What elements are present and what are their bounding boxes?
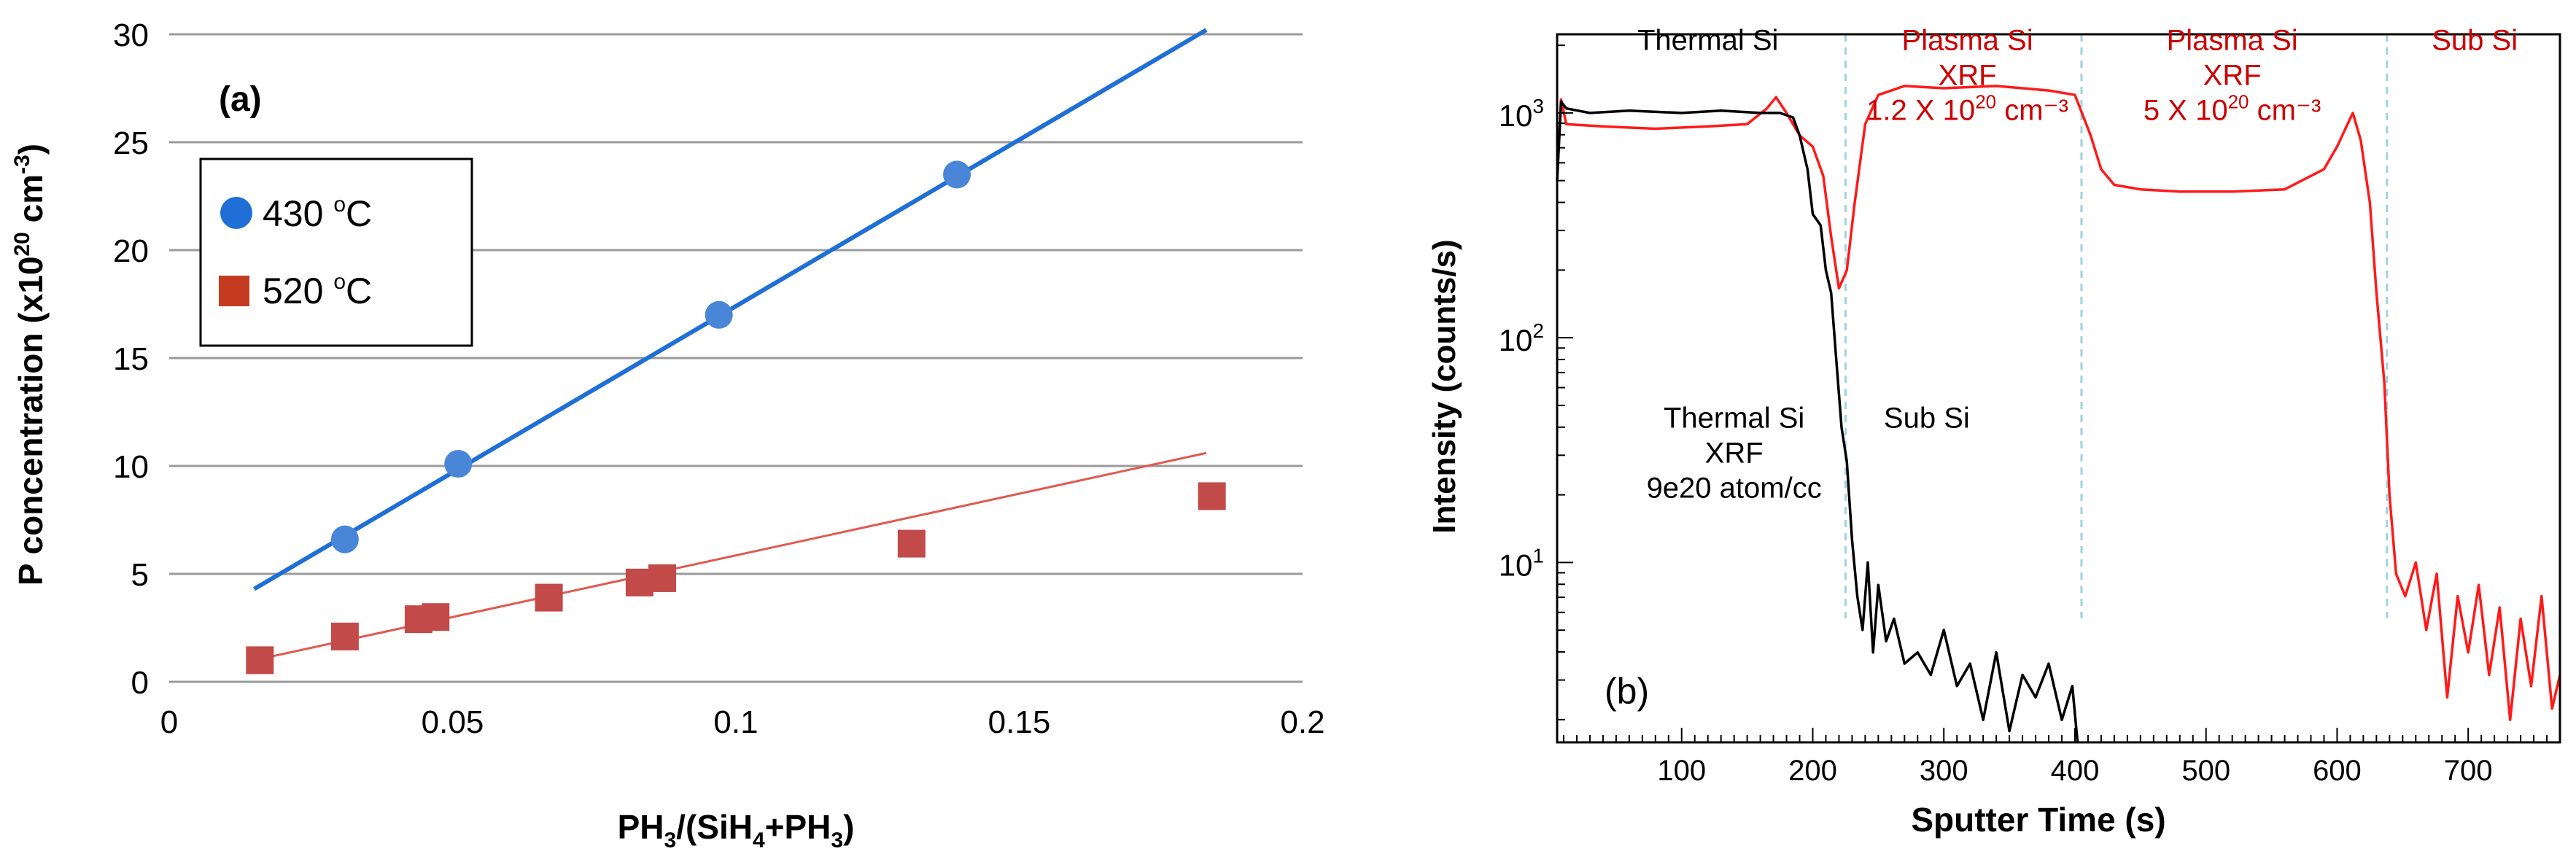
panel-a-chart: 0 5 10 15 20 25 30 0 0.05 0.1 0.15 0.2 (a) 430 oC … xyxy=(10,18,1325,852)
y-tick-label: 25 xyxy=(113,125,149,161)
data-point-520 xyxy=(648,564,676,592)
data-point-520 xyxy=(535,583,563,612)
fit-line-520 xyxy=(254,451,1207,661)
legend-label-430: 430 oC xyxy=(263,193,372,234)
y-tick-label: 102 xyxy=(1499,319,1544,357)
x-ticks-b: 100 200 300 400 500 600 700 xyxy=(1562,728,2561,787)
data-point-520 xyxy=(897,529,926,558)
plot-frame-b xyxy=(1556,33,2561,744)
panel-label-a: (a) xyxy=(219,80,262,119)
data-point-430 xyxy=(444,450,473,478)
x-tick-label: 0.2 xyxy=(1280,704,1324,740)
legend-box xyxy=(199,158,473,347)
legend: 430 oC 520 oC xyxy=(199,158,473,347)
legend-marker-520 xyxy=(219,276,249,306)
x-axis-label-b: Sputter Time (s) xyxy=(1911,801,2165,839)
grid-lines xyxy=(169,33,1303,683)
annotation: Plasma Si XRF 1.2 X 1020 cm⁻³ xyxy=(1866,25,2068,127)
y-tick-label: 101 xyxy=(1499,544,1544,582)
panel-b-chart: 100 200 300 400 500 600 700 101 102 103 Thermal … xyxy=(1427,25,2561,839)
data-point-520 xyxy=(422,603,450,631)
x-tick-labels: 0 0.05 0.1 0.15 0.2 xyxy=(160,704,1325,740)
x-tick-label: 600 xyxy=(2313,755,2362,787)
annotation: Sub Si xyxy=(2432,25,2518,57)
x-tick-label: 200 xyxy=(1788,755,1837,787)
x-axis-label-a: PH3/(SiH4+PH3) xyxy=(618,808,855,852)
data-points xyxy=(246,160,1226,675)
y-tick-labels: 0 5 10 15 20 25 30 xyxy=(113,18,149,701)
x-tick-label: 0.1 xyxy=(713,704,758,740)
legend-label-520: 520 oC xyxy=(263,270,372,311)
x-tick-label: 0.15 xyxy=(988,704,1051,740)
data-point-520 xyxy=(330,622,359,650)
y-tick-label: 103 xyxy=(1499,95,1544,133)
y-axis-label-a: P concentration (x1020 cm-3) xyxy=(10,144,50,586)
series-line-black xyxy=(1556,100,2079,743)
legend-marker-430 xyxy=(220,197,252,229)
y-tick-label: 30 xyxy=(113,18,149,53)
x-tick-label: 100 xyxy=(1657,755,1706,787)
y-tick-label: 5 xyxy=(131,557,149,593)
data-point-430 xyxy=(705,300,733,329)
y-tick-label: 20 xyxy=(113,233,149,269)
annotations: Thermal Si Plasma Si XRF 1.2 X 1020 cm⁻³ Pla… xyxy=(1637,25,2518,505)
annotation: Thermal Si xyxy=(1637,25,1778,57)
annotation: Thermal Si XRF 9e20 atom/cc xyxy=(1647,402,1822,504)
y-tick-label: 0 xyxy=(131,665,149,701)
annotation: Sub Si xyxy=(1884,402,1970,434)
data-point-430 xyxy=(943,160,971,189)
series-line-red xyxy=(1556,85,2561,721)
region-boundaries xyxy=(1844,34,2389,618)
series-lines xyxy=(1556,85,2561,743)
panel-label-b: (b) xyxy=(1605,671,1649,712)
data-point-430 xyxy=(330,525,359,553)
x-tick-label: 500 xyxy=(2181,755,2230,787)
x-tick-label: 0.05 xyxy=(422,704,484,740)
x-tick-label: 400 xyxy=(2051,755,2100,787)
y-tick-label: 10 xyxy=(113,449,149,485)
x-tick-label: 0 xyxy=(160,704,178,740)
y-ticks-b: 101 102 103 xyxy=(1499,44,1573,720)
y-tick-label: 15 xyxy=(113,341,149,377)
data-point-520 xyxy=(246,646,274,675)
annotation: Plasma Si XRF 5 X 1020 cm⁻³ xyxy=(2144,25,2321,127)
data-point-520 xyxy=(1198,482,1226,510)
y-axis-label-b: Intensity (counts/s) xyxy=(1427,239,1462,533)
x-tick-label: 300 xyxy=(1920,755,1968,787)
x-tick-label: 700 xyxy=(2444,755,2493,787)
